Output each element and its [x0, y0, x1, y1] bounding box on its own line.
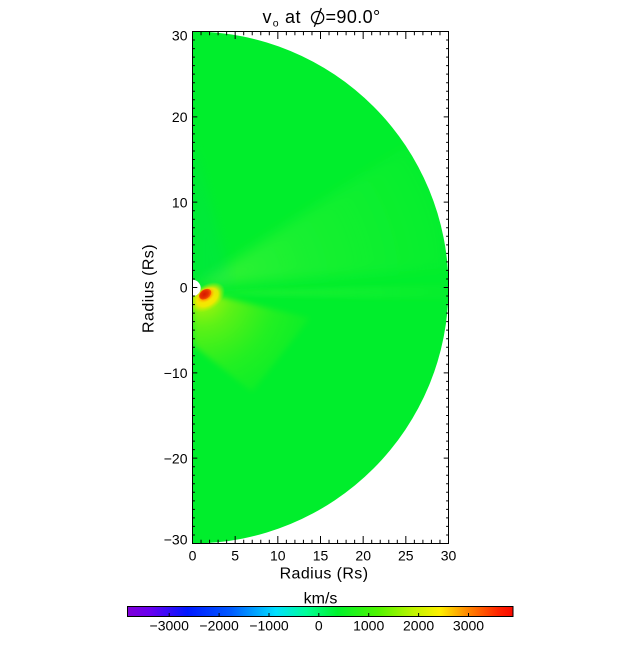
svg-text:v: v — [263, 7, 272, 27]
svg-text:15: 15 — [313, 548, 329, 564]
svg-text:30: 30 — [172, 28, 188, 44]
svg-text:−30: −30 — [164, 532, 188, 548]
svg-text:20: 20 — [172, 109, 188, 125]
svg-text:Radius (Rs): Radius (Rs) — [141, 244, 158, 333]
svg-text:3000: 3000 — [453, 618, 484, 634]
svg-text:0: 0 — [189, 548, 197, 564]
svg-text:Radius (Rs): Radius (Rs) — [280, 566, 369, 583]
svg-text:−2000: −2000 — [199, 618, 239, 634]
svg-text:1000: 1000 — [353, 618, 384, 634]
svg-text:5: 5 — [231, 548, 239, 564]
svg-text:10: 10 — [172, 194, 188, 210]
svg-text:=90.0°: =90.0° — [326, 7, 381, 27]
svg-text:25: 25 — [398, 548, 414, 564]
svg-text:−3000: −3000 — [150, 618, 190, 634]
svg-text:o: o — [273, 18, 279, 30]
svg-text:km/s: km/s — [304, 591, 338, 608]
svg-text:−1000: −1000 — [249, 618, 289, 634]
svg-text:20: 20 — [355, 548, 371, 564]
svg-text:2000: 2000 — [403, 618, 434, 634]
svg-text:−10: −10 — [164, 365, 188, 381]
svg-text:at: at — [285, 7, 301, 27]
svg-text:−20: −20 — [164, 450, 188, 466]
svg-text:0: 0 — [180, 280, 188, 296]
svg-text:30: 30 — [441, 548, 457, 564]
svg-text:10: 10 — [270, 548, 286, 564]
svg-text:0: 0 — [315, 618, 323, 634]
